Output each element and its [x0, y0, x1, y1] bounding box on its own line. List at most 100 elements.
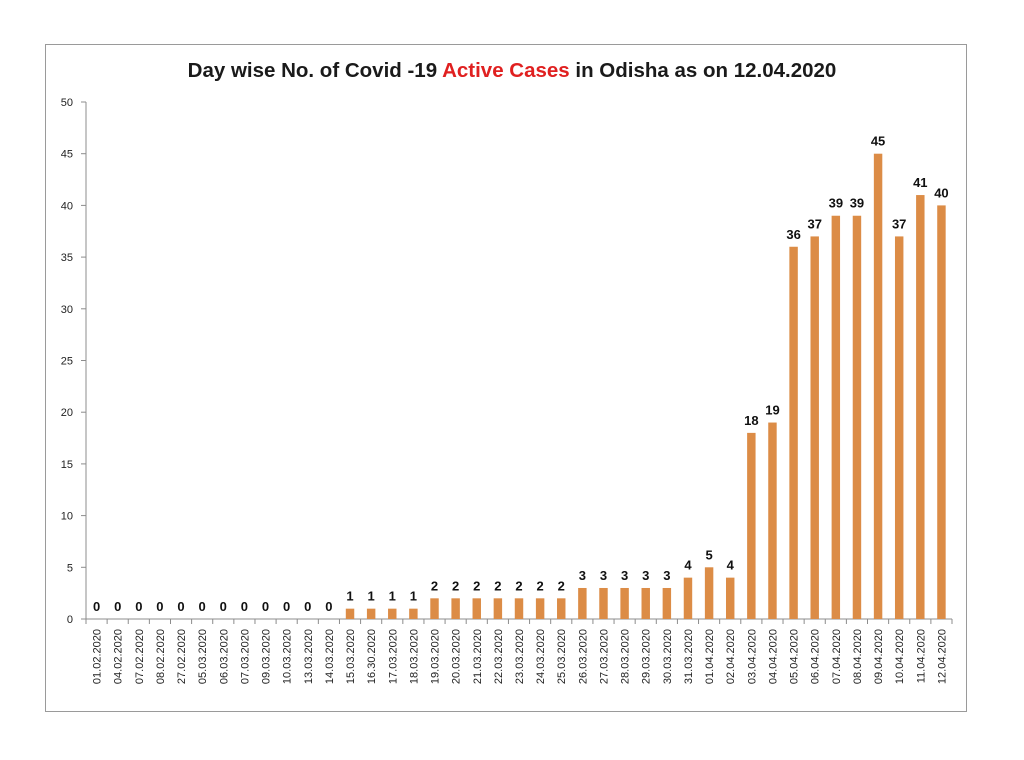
x-tick-label: 29.03.2020 — [641, 629, 653, 684]
x-tick-label: 07.04.2020 — [831, 629, 843, 684]
x-tick-label: 18.03.2020 — [408, 629, 420, 684]
bar — [683, 577, 693, 619]
bar — [599, 587, 608, 619]
x-tick-label: 01.04.2020 — [704, 629, 716, 684]
x-tick-label: 10.04.2020 — [894, 629, 906, 684]
data-label: 0 — [156, 599, 163, 614]
bar — [620, 587, 629, 619]
data-label: 39 — [829, 196, 843, 211]
x-tick-label: 02.04.2020 — [725, 629, 737, 684]
bar — [578, 587, 587, 619]
x-tick-label: 10.03.2020 — [282, 629, 294, 684]
data-label: 1 — [346, 589, 353, 604]
x-tick-label: 31.03.2020 — [683, 629, 695, 684]
data-label: 3 — [621, 568, 628, 583]
bar — [873, 153, 883, 619]
bar — [831, 215, 841, 620]
data-label: 0 — [114, 599, 121, 614]
x-tick-label: 09.04.2020 — [873, 629, 885, 684]
x-tick-label: 12.04.2020 — [936, 629, 948, 684]
x-tick-label: 05.03.2020 — [197, 629, 209, 684]
x-tick-label: 22.03.2020 — [493, 629, 505, 684]
data-label: 0 — [325, 599, 332, 614]
x-tick-label: 28.03.2020 — [620, 629, 632, 684]
data-label: 0 — [220, 599, 227, 614]
bar — [704, 567, 714, 619]
data-label: 3 — [600, 568, 607, 583]
bar — [451, 598, 460, 619]
bar — [641, 587, 650, 619]
data-label: 0 — [199, 599, 206, 614]
y-tick-label: 10 — [61, 511, 73, 523]
data-label: 0 — [241, 599, 248, 614]
x-tick-label: 07.02.2020 — [134, 629, 146, 684]
bar — [535, 598, 545, 619]
x-tick-label: 24.03.2020 — [535, 629, 547, 684]
data-label: 1 — [368, 589, 375, 604]
bar — [852, 215, 862, 620]
data-label: 0 — [93, 599, 100, 614]
bar — [557, 598, 566, 619]
data-label: 2 — [473, 578, 480, 593]
data-label: 2 — [515, 578, 522, 593]
data-label: 41 — [913, 175, 927, 190]
data-label: 1 — [410, 589, 417, 604]
data-label: 37 — [892, 216, 906, 231]
bar — [430, 598, 439, 619]
x-tick-label: 15.03.2020 — [345, 629, 357, 684]
x-tick-label: 04.04.2020 — [767, 629, 779, 684]
data-label: 2 — [558, 578, 565, 593]
data-label: 19 — [765, 403, 779, 418]
chart-title-part-1: Day wise No. of Covid -19 — [187, 59, 443, 82]
y-tick-label: 15 — [61, 459, 73, 471]
data-label: 2 — [537, 578, 544, 593]
data-label: 1 — [389, 589, 396, 604]
bar — [388, 608, 397, 619]
data-label: 5 — [705, 547, 712, 562]
y-tick-label: 50 — [61, 97, 73, 109]
y-tick-label: 0 — [67, 614, 73, 626]
data-label: 39 — [850, 196, 864, 211]
bar — [937, 205, 946, 619]
x-tick-label: 05.04.2020 — [789, 629, 801, 684]
x-tick-label: 08.04.2020 — [852, 629, 864, 684]
bar — [789, 246, 798, 619]
data-label: 3 — [663, 568, 670, 583]
y-tick-label: 30 — [61, 304, 73, 316]
x-tick-label: 20.03.2020 — [451, 629, 463, 684]
x-tick-label: 14.03.2020 — [324, 629, 336, 684]
data-label: 0 — [262, 599, 269, 614]
data-label: 4 — [727, 558, 735, 573]
data-label: 3 — [642, 568, 649, 583]
x-tick-label: 06.04.2020 — [810, 629, 822, 684]
data-label: 40 — [934, 185, 948, 200]
x-tick-label: 27.02.2020 — [176, 629, 188, 684]
data-label: 0 — [304, 599, 311, 614]
x-tick-label: 08.02.2020 — [155, 629, 167, 684]
data-label: 0 — [135, 599, 142, 614]
y-tick-label: 40 — [61, 200, 73, 212]
x-tick-label: 04.02.2020 — [113, 629, 125, 684]
bar — [894, 236, 904, 620]
bar — [725, 577, 735, 619]
y-tick-label: 20 — [61, 407, 73, 419]
data-label: 2 — [494, 578, 501, 593]
x-tick-label: 01.02.2020 — [92, 629, 104, 684]
chart-title: Day wise No. of Covid -19 Active Cases i… — [0, 59, 1024, 83]
y-tick-label: 5 — [67, 562, 73, 574]
data-label: 36 — [786, 227, 800, 242]
x-tick-label: 13.03.2020 — [303, 629, 315, 684]
bar — [768, 422, 777, 619]
x-tick-label: 11.04.2020 — [915, 629, 927, 683]
x-tick-label: 21.03.2020 — [472, 629, 484, 684]
bar — [916, 195, 925, 619]
x-tick-label: 30.03.2020 — [662, 629, 674, 684]
x-tick-label: 06.03.2020 — [218, 629, 230, 684]
y-tick-label: 45 — [61, 149, 73, 161]
bar — [747, 432, 756, 619]
data-label: 0 — [283, 599, 290, 614]
x-tick-label: 19.03.2020 — [430, 629, 442, 684]
x-tick-label: 23.03.2020 — [514, 629, 526, 684]
x-tick-label: 09.03.2020 — [261, 629, 273, 684]
data-label: 4 — [684, 558, 692, 573]
